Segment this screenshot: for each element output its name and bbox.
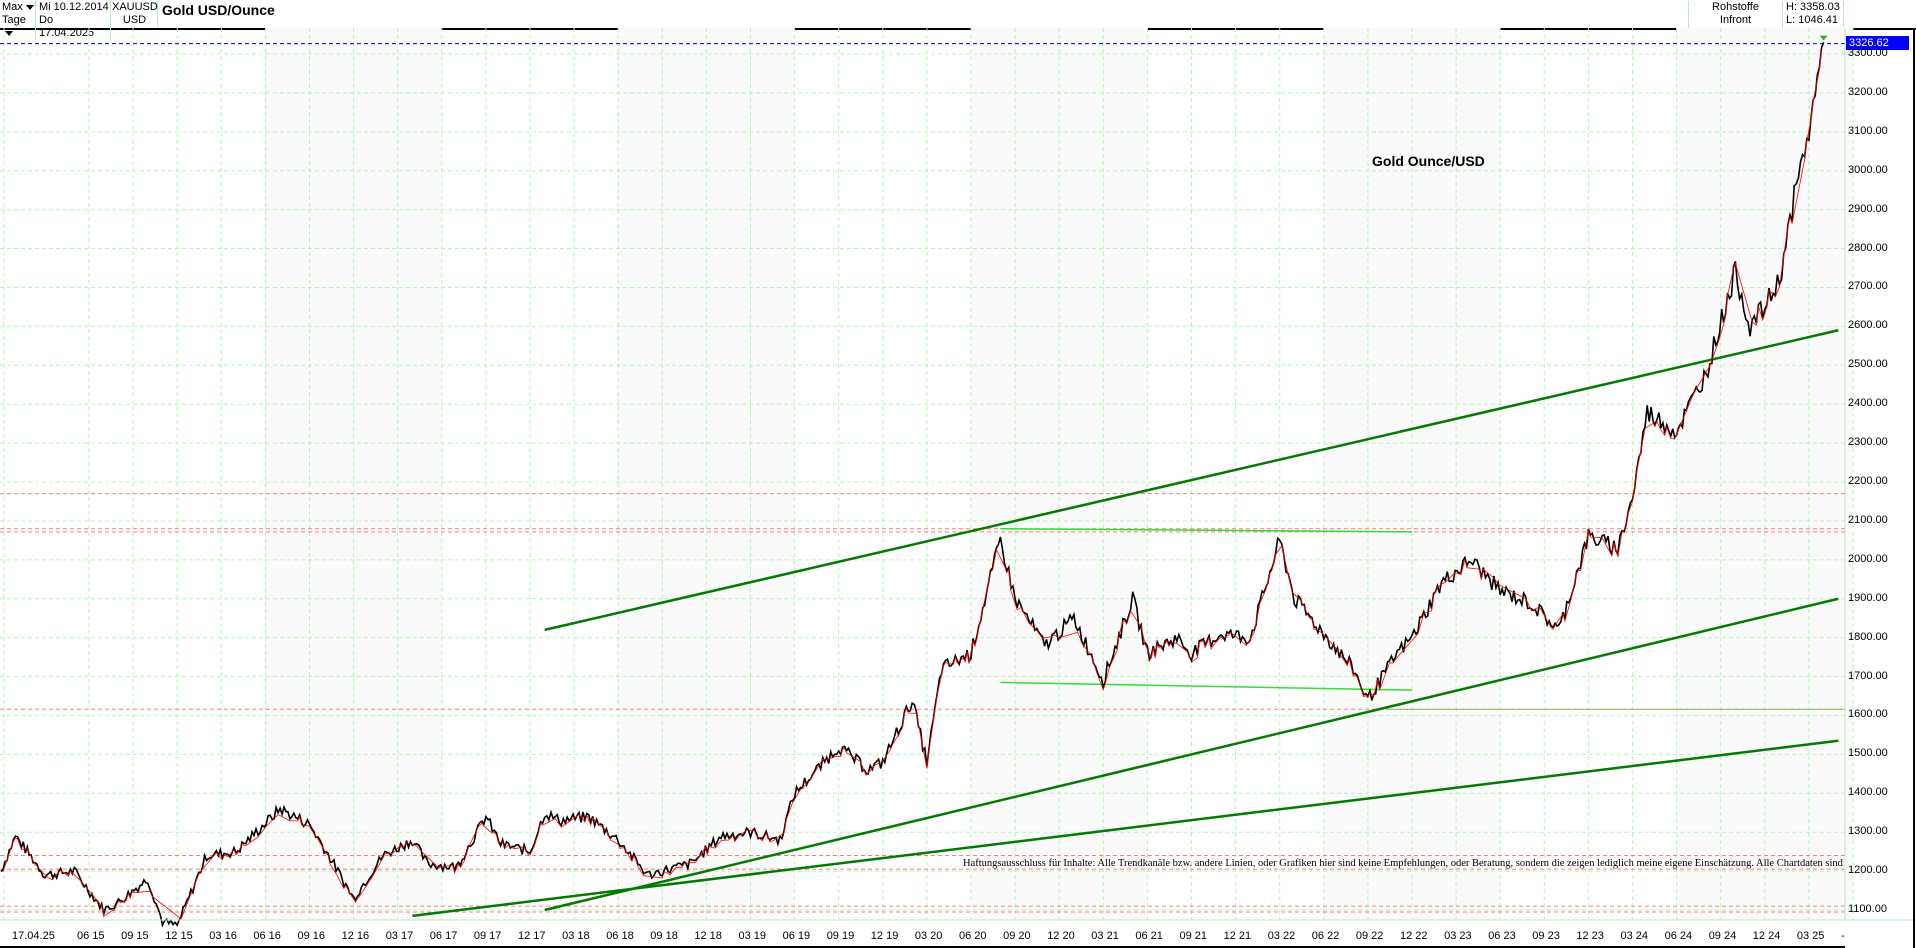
y-tick-label: 1100.00: [1848, 903, 1887, 916]
x-tick-label: 09 16: [297, 930, 326, 942]
x-tick-label: 03 25: [1796, 930, 1825, 942]
interval-select-value: Tage: [2, 14, 26, 26]
price-series-down: [2, 49, 1822, 920]
x-tick-label: 03 24: [1620, 930, 1649, 942]
x-tick-label: 06 15: [77, 930, 105, 942]
y-tick-label: 2900.00: [1848, 202, 1888, 215]
x-tick-label: 06 24: [1664, 930, 1693, 942]
range-select[interactable]: Max: [0, 1, 36, 14]
horizontal-levels: [0, 493, 1845, 913]
date-from[interactable]: Mi 10.12.2014: [37, 1, 111, 14]
x-tick-label: 17.04.25: [12, 930, 55, 942]
x-tick-label: 09 18: [650, 930, 678, 942]
y-tick-label: 2100.00: [1848, 513, 1888, 526]
latest-marker-icon: [1819, 35, 1828, 41]
y-tick-label: 1500.00: [1848, 747, 1888, 760]
x-tick-label: 09 19: [826, 930, 855, 942]
y-tick-label: 2300.00: [1848, 436, 1888, 449]
x-tick-label: 09 20: [1003, 930, 1031, 942]
disclaimer: Haftungsausschluss für Inhalte: Alle Tre…: [963, 858, 1843, 869]
y-tick-label: 2200.00: [1848, 475, 1888, 487]
x-tick-label: 03 21: [1091, 930, 1119, 942]
y-tick-label: 2500.00: [1848, 358, 1888, 371]
x-tick-label: 03 22: [1267, 930, 1296, 942]
y-tick-label: 1700.00: [1848, 669, 1888, 682]
y-tick-label: 2700.00: [1848, 280, 1888, 293]
currency: USD: [112, 14, 158, 27]
x-tick-label: 09 17: [473, 930, 502, 942]
x-tick-label: 09 22: [1355, 930, 1384, 942]
y-tick-label: 2400.00: [1848, 397, 1888, 410]
x-tick-label: 12 19: [870, 930, 899, 942]
x-tick-label: 06 20: [959, 930, 987, 942]
y-tick-label: 3100.00: [1848, 124, 1888, 137]
x-tick-label: 12 22: [1400, 930, 1428, 942]
trend-lines: [412, 329, 1839, 918]
y-tick-label: 3000.00: [1848, 163, 1888, 176]
x-tick-label: 09 23: [1532, 930, 1560, 942]
x-tick-label: 06 17: [429, 930, 458, 942]
x-tick-label: 12 20: [1047, 930, 1075, 942]
x-tick-label: 03 18: [562, 930, 590, 942]
x-tick-label: 06 22: [1311, 930, 1340, 942]
y-tick-label: 3200.00: [1848, 85, 1888, 98]
x-tick-label: 03 23: [1444, 930, 1472, 942]
date-to[interactable]: Do 17.04.2025: [37, 14, 111, 40]
x-tick-label: 06 16: [253, 930, 281, 942]
low-value: L: 1046.41: [1784, 14, 1844, 27]
x-tick-label: 12 17: [518, 930, 546, 942]
chart-header: Max Tage Mi 10.12.2014 Do 17.04.2025 XAU…: [0, 0, 1916, 40]
chart-label: Gold Ounce/USD: [1372, 153, 1485, 169]
x-tick-label: -: [1841, 930, 1845, 942]
price-chart[interactable]: [0, 28, 1916, 948]
x-tick-label: 12 24: [1752, 930, 1781, 942]
x-tick-label: 06 23: [1488, 930, 1516, 942]
symbol: XAUUSD: [112, 1, 158, 14]
x-tick-label: 12 16: [341, 930, 370, 942]
last-price-badge: 3326.62: [1846, 36, 1909, 50]
y-tick-label: 1300.00: [1848, 825, 1888, 838]
x-tick-label: 03 19: [738, 930, 767, 942]
y-tick-label: 3300.00: [1848, 47, 1888, 59]
grid-lines: [0, 28, 1854, 920]
category: Rohstoffe: [1688, 1, 1783, 14]
x-tick-label: 06 19: [782, 930, 811, 942]
x-tick-label: 12 21: [1223, 930, 1252, 942]
range-select-value: Max: [2, 1, 23, 13]
high-value: H: 3358.03: [1784, 1, 1844, 14]
chevron-down-icon: [25, 4, 34, 10]
y-tick-label: 1900.00: [1848, 591, 1888, 604]
x-tick-label: 12 15: [165, 930, 193, 942]
x-tick-label: 12 18: [694, 930, 722, 942]
x-tick-label: 03 16: [209, 930, 237, 942]
x-tick-label: 09 24: [1708, 930, 1737, 942]
y-tick-label: 2000.00: [1848, 552, 1888, 565]
x-tick-label: 09 15: [121, 930, 149, 942]
x-tick-label: 06 21: [1135, 930, 1163, 942]
y-tick-label: 1800.00: [1848, 630, 1888, 643]
y-tick-label: 2600.00: [1848, 319, 1888, 332]
y-tick-label: 2800.00: [1848, 241, 1888, 254]
x-tick-label: 03 17: [385, 930, 414, 942]
y-tick-label: 1200.00: [1848, 864, 1888, 877]
chart-title: Gold USD/Ounce: [162, 2, 275, 18]
chevron-down-icon: [5, 30, 13, 36]
x-tick-label: 03 20: [914, 930, 943, 942]
y-tick-label: 1600.00: [1848, 708, 1888, 721]
x-tick-label: 12 23: [1576, 930, 1604, 942]
x-tick-label: 09 21: [1179, 930, 1208, 942]
x-tick-label: 06 18: [606, 930, 634, 942]
interval-select[interactable]: Tage: [0, 14, 36, 40]
y-tick-label: 1400.00: [1848, 786, 1888, 799]
